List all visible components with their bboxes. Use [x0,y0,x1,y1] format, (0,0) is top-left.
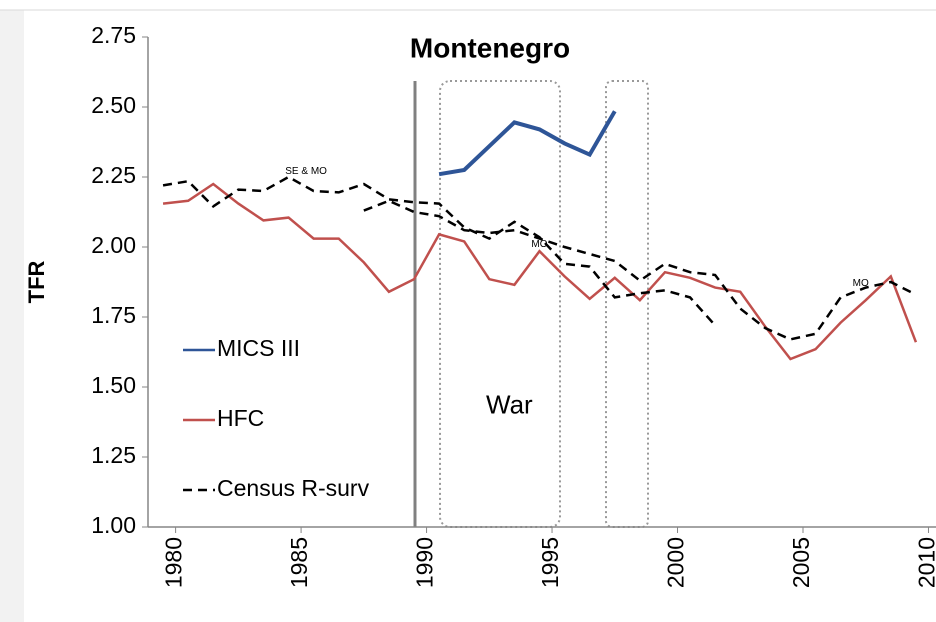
x-tick-label: 1995 [537,537,563,588]
y-tick-label: 2.00 [91,232,136,258]
x-tick-label: 2010 [914,537,936,588]
y-tick-label: 2.25 [91,162,136,188]
y-tick-label: 1.00 [91,512,136,538]
x-tick-label: 2000 [663,537,689,588]
y-tick-label: 2.75 [91,22,136,48]
annotation: MO [853,278,869,289]
series-line [363,199,917,341]
war-box [439,80,561,528]
legend-label: Census R-surv [217,475,370,501]
series-line [162,182,918,361]
chart-title: Montenegro [410,32,570,63]
y-tick-label: 2.50 [91,92,136,118]
y-tick-label: 1.75 [91,302,136,328]
legend-label: HFC [217,405,264,431]
series-line [162,175,717,327]
side-panel [0,10,24,622]
annotation: SE & MO [285,166,327,177]
y-tick-label: 1.50 [91,372,136,398]
annotation: MO [531,239,547,250]
y-tick-label: 1.25 [91,442,136,468]
y-axis-label: TFR [24,261,49,304]
x-tick-label: 1980 [161,537,187,588]
annotation: War [486,389,533,419]
x-tick-label: 1990 [412,537,438,588]
war-box [605,80,649,528]
x-tick-label: 1985 [286,537,312,588]
x-tick-label: 2005 [788,537,814,588]
series-line [438,110,617,177]
legend-label: MICS III [217,335,300,361]
